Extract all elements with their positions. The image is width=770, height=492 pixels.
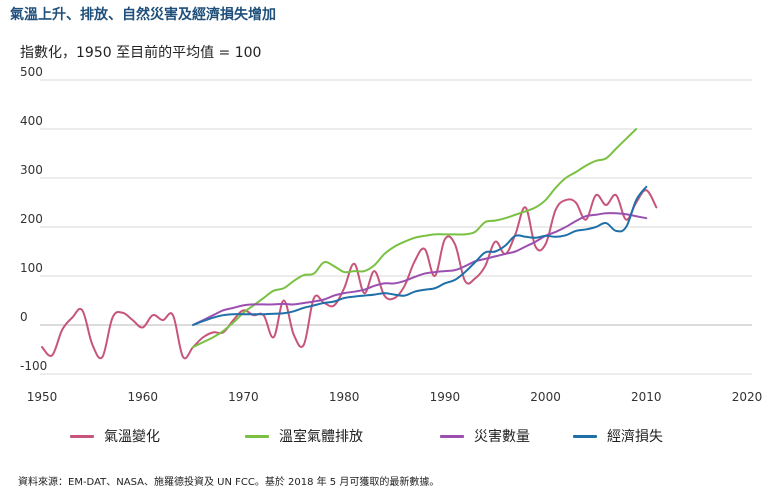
chart-legend: 氣溫變化 溫室氣體排放 災害數量 經濟損失	[0, 426, 770, 448]
y-tick-label: -100	[20, 359, 47, 373]
legend-item-greenhouse-gas-emissions: 溫室氣體排放	[245, 426, 363, 446]
y-tick-label: 400	[20, 114, 43, 128]
legend-swatch	[573, 434, 597, 438]
legend-label: 災害數量	[474, 429, 530, 445]
chart-subtitle: 指數化，1950 至目前的平均值 = 100	[20, 45, 262, 61]
legend-label: 經濟損失	[607, 429, 663, 445]
y-tick-label: 500	[20, 65, 43, 79]
series-line-disaster-count	[192, 212, 648, 326]
legend-swatch	[70, 434, 94, 438]
y-tick-label: 0	[20, 310, 28, 324]
x-tick-label: 1980	[329, 390, 360, 404]
source-note: 資料來源：EM-DAT、NASA、施羅德投資及 UN FCC。基於 2018 年…	[18, 477, 440, 488]
chart-title: 氣溫上升、排放、自然災害及經濟損失增加	[10, 7, 276, 23]
legend-swatch	[245, 434, 269, 438]
legend-item-temperature-change: 氣溫變化	[70, 426, 160, 446]
x-tick-label: 2000	[530, 390, 561, 404]
x-tick-label: 1950	[27, 390, 58, 404]
legend-label: 氣溫變化	[104, 429, 160, 445]
line-chart: -100 0 100 200 300 400 500 1950 1960 1970 1980 1990…	[20, 65, 763, 404]
y-tick-label: 100	[20, 261, 43, 275]
legend-item-disaster-count: 災害數量	[440, 426, 530, 446]
legend-label: 溫室氣體排放	[279, 429, 363, 445]
x-tick-label: 2010	[631, 390, 662, 404]
x-tick-label: 1960	[127, 390, 158, 404]
legend-swatch	[440, 434, 464, 438]
series-line-greenhouse-gas-emissions	[192, 128, 638, 349]
series-line-economic-loss	[192, 185, 648, 326]
x-tick-label: 2020	[732, 390, 763, 404]
series-line-temperature-change	[41, 189, 658, 360]
legend-item-economic-loss: 經濟損失	[573, 426, 663, 446]
y-tick-label: 200	[20, 212, 43, 226]
y-tick-label: 300	[20, 163, 43, 177]
x-tick-label: 1990	[430, 390, 461, 404]
x-tick-label: 1970	[228, 390, 259, 404]
